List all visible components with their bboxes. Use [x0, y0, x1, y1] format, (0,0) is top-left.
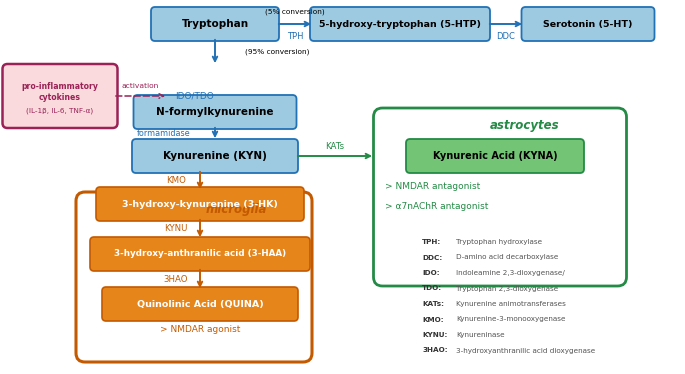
- Text: 3-hydroxy-kynurenine (3-HK): 3-hydroxy-kynurenine (3-HK): [122, 199, 278, 208]
- Text: Kynurenine animotransferases: Kynurenine animotransferases: [456, 301, 566, 307]
- FancyBboxPatch shape: [134, 95, 297, 129]
- Text: TPH:: TPH:: [422, 239, 441, 245]
- Text: 3-hydroxyanthranilic acid dioxygenase: 3-hydroxyanthranilic acid dioxygenase: [456, 347, 595, 353]
- FancyBboxPatch shape: [373, 108, 627, 286]
- Text: Tryptophan 2,3-dioxygenase: Tryptophan 2,3-dioxygenase: [456, 285, 558, 291]
- Text: Kynurenine (KYN): Kynurenine (KYN): [163, 151, 267, 161]
- FancyBboxPatch shape: [96, 187, 304, 221]
- Text: 3HAO:: 3HAO:: [422, 347, 447, 353]
- Text: Kynureninase: Kynureninase: [456, 332, 505, 338]
- Text: > NMDAR antagonist: > NMDAR antagonist: [385, 181, 480, 190]
- Text: > α7nAChR antagonist: > α7nAChR antagonist: [385, 202, 488, 211]
- Text: IDO:: IDO:: [422, 270, 440, 276]
- Text: KATs: KATs: [325, 141, 345, 150]
- Text: (95% conversion): (95% conversion): [245, 49, 310, 55]
- Text: IDO/TDO: IDO/TDO: [175, 92, 214, 101]
- FancyBboxPatch shape: [3, 64, 118, 128]
- Text: formamidase: formamidase: [136, 129, 190, 138]
- Text: (IL-1β, IL-6, TNF-α): (IL-1β, IL-6, TNF-α): [27, 108, 94, 114]
- Text: Tryptophan: Tryptophan: [182, 19, 249, 29]
- Text: activation: activation: [121, 83, 159, 89]
- Text: DDC:: DDC:: [422, 254, 443, 261]
- FancyBboxPatch shape: [102, 287, 298, 321]
- Text: Quinolinic Acid (QUINA): Quinolinic Acid (QUINA): [136, 300, 263, 309]
- Text: TDO:: TDO:: [422, 285, 442, 291]
- Text: DDC: DDC: [497, 31, 515, 40]
- Text: microglia: microglia: [206, 203, 266, 216]
- Text: 5-hydroxy-tryptophan (5-HTP): 5-hydroxy-tryptophan (5-HTP): [319, 19, 481, 28]
- Text: KYNU: KYNU: [164, 224, 188, 233]
- Text: Indoleamine 2,3-dioxygenase/: Indoleamine 2,3-dioxygenase/: [456, 270, 565, 276]
- FancyBboxPatch shape: [406, 139, 584, 173]
- FancyBboxPatch shape: [132, 139, 298, 173]
- Text: 3HAO: 3HAO: [164, 275, 188, 283]
- Text: Serotonin (5-HT): Serotonin (5-HT): [543, 19, 633, 28]
- Text: TPH: TPH: [287, 31, 303, 40]
- Text: astrocytes: astrocytes: [490, 119, 560, 132]
- Text: KATs:: KATs:: [422, 301, 444, 307]
- Text: Tryptophan hydroxylase: Tryptophan hydroxylase: [456, 239, 542, 245]
- FancyBboxPatch shape: [151, 7, 279, 41]
- FancyBboxPatch shape: [76, 192, 312, 362]
- Text: 3-hydroxy-anthranilic acid (3-HAA): 3-hydroxy-anthranilic acid (3-HAA): [114, 249, 286, 258]
- FancyBboxPatch shape: [310, 7, 490, 41]
- Text: KMO:: KMO:: [422, 316, 444, 322]
- Text: pro-inflammatory: pro-inflammatory: [21, 82, 99, 91]
- Text: KMO: KMO: [166, 175, 186, 184]
- Text: Kynurenic Acid (KYNA): Kynurenic Acid (KYNA): [433, 151, 558, 161]
- Text: D-amino acid decarboxylase: D-amino acid decarboxylase: [456, 254, 558, 261]
- Text: > NMDAR agonist: > NMDAR agonist: [160, 325, 240, 334]
- Text: N-formylkynurenine: N-formylkynurenine: [156, 107, 274, 117]
- FancyBboxPatch shape: [521, 7, 654, 41]
- Text: KYNU:: KYNU:: [422, 332, 447, 338]
- Text: (5% conversion): (5% conversion): [265, 9, 325, 15]
- FancyBboxPatch shape: [90, 237, 310, 271]
- Text: cytokines: cytokines: [39, 92, 81, 101]
- Text: Kynurenine-3-monooxygenase: Kynurenine-3-monooxygenase: [456, 316, 566, 322]
